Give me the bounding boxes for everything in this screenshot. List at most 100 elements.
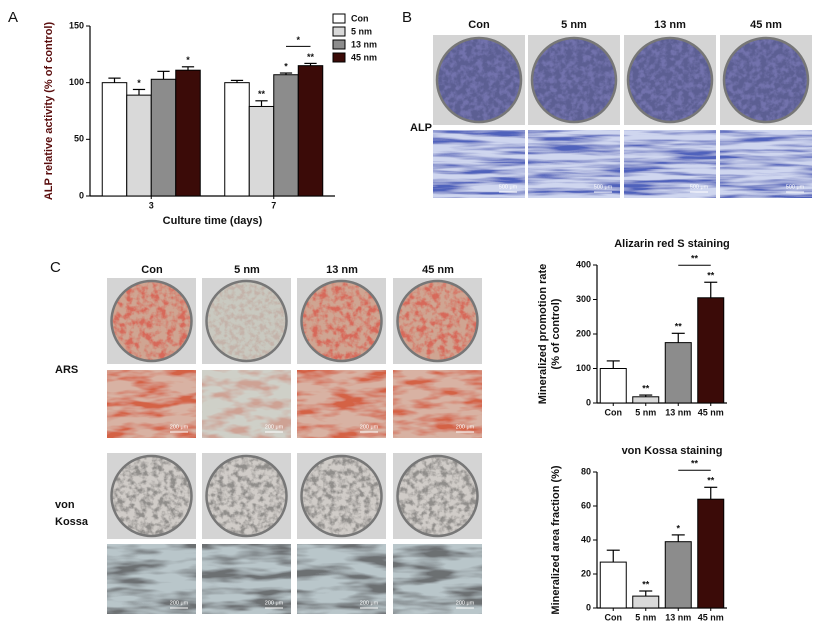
y-tick-label: 40 <box>581 534 591 544</box>
significance-label: * <box>137 78 141 88</box>
legend-swatch <box>332 52 346 63</box>
scale-bar-label: 200 μm <box>170 600 189 606</box>
scale-bar-label: 200 μm <box>360 600 379 606</box>
scale-bar-label: 500 μm <box>690 184 709 190</box>
legend-label: 45 nm <box>351 52 377 62</box>
significance-label: * <box>186 55 190 65</box>
well-rim <box>300 279 383 363</box>
row-label: ARS <box>55 364 78 376</box>
legend-swatch <box>332 39 346 50</box>
bar <box>126 94 152 197</box>
bar <box>175 69 201 197</box>
column-header: 5 nm <box>234 264 260 276</box>
x-tick-label: Con <box>605 612 623 622</box>
well-rim <box>110 279 193 363</box>
culture-well <box>397 456 478 536</box>
significance-label: ** <box>707 476 715 486</box>
legend-swatch <box>332 26 346 37</box>
well-rim <box>396 279 479 363</box>
bar <box>248 105 275 197</box>
legend-label: 5 nm <box>351 26 372 36</box>
x-tick-label: 3 <box>149 200 154 210</box>
x-tick-label: 13 nm <box>665 407 691 417</box>
y-tick-label: 0 <box>79 190 84 200</box>
panel-label: B <box>402 9 412 26</box>
micrograph <box>528 130 620 198</box>
column-header: Con <box>468 19 490 31</box>
culture-well <box>437 38 521 122</box>
bar <box>150 78 177 197</box>
comparison-label: * <box>296 35 300 45</box>
comparison-label: ** <box>691 254 699 264</box>
y-tick-label: 60 <box>581 500 591 510</box>
y-tick-label: 100 <box>576 363 591 373</box>
y-tick-label: 200 <box>576 328 591 338</box>
significance-label: ** <box>642 383 650 393</box>
legend-label: Con <box>351 13 369 23</box>
culture-well <box>206 281 287 361</box>
bar <box>664 342 692 404</box>
row-label: Kossa <box>55 516 89 528</box>
culture-well <box>301 281 382 361</box>
column-header: 45 nm <box>422 264 454 276</box>
legend-label: 13 nm <box>351 39 377 49</box>
column-header: 13 nm <box>326 264 358 276</box>
well-rim <box>205 279 288 363</box>
x-tick-label: 5 nm <box>635 612 656 622</box>
bar <box>632 595 660 609</box>
micrograph <box>393 370 482 438</box>
y-axis-label: Mineralized area fraction (%) <box>550 465 562 614</box>
micrograph <box>433 130 525 198</box>
significance-label: ** <box>675 322 683 332</box>
bar <box>632 396 660 404</box>
bar <box>599 368 627 404</box>
row-label: von <box>55 499 75 511</box>
scale-bar-label: 500 μm <box>499 184 518 190</box>
column-header: 5 nm <box>561 19 587 31</box>
x-axis-label: Culture time (days) <box>163 215 263 227</box>
scale-bar-label: 200 μm <box>360 424 379 430</box>
micrograph <box>107 370 196 438</box>
y-tick-label: 150 <box>69 20 84 30</box>
x-tick-label: 45 nm <box>698 612 724 622</box>
scale-bar-label: 500 μm <box>594 184 613 190</box>
x-tick-label: 45 nm <box>698 407 724 417</box>
y-tick-label: 50 <box>74 134 84 144</box>
bar <box>599 561 627 609</box>
scale-bar-label: 500 μm <box>786 184 805 190</box>
x-tick-label: 13 nm <box>665 612 691 622</box>
bar <box>697 297 725 404</box>
well-rim <box>205 454 288 538</box>
bar <box>697 498 725 609</box>
well-rim <box>626 36 714 124</box>
scale-bar-label: 200 μm <box>456 600 475 606</box>
well-rim <box>110 454 193 538</box>
x-tick-label: 5 nm <box>635 407 656 417</box>
y-tick-label: 400 <box>576 259 591 269</box>
culture-well <box>301 456 382 536</box>
y-tick-label: 20 <box>581 568 591 578</box>
micrograph <box>202 370 291 438</box>
scale-bar-label: 200 μm <box>265 600 284 606</box>
bar <box>664 541 692 609</box>
well-rim <box>396 454 479 538</box>
culture-well <box>397 281 478 361</box>
bar <box>273 74 299 197</box>
scale-bar-label: 200 μm <box>170 424 189 430</box>
y-tick-label: 0 <box>586 602 591 612</box>
y-tick-label: 80 <box>581 466 591 476</box>
culture-well <box>628 38 712 122</box>
significance-label: ** <box>307 52 315 62</box>
culture-well <box>111 281 192 361</box>
well-rim <box>722 36 810 124</box>
well-rim <box>530 36 618 124</box>
y-tick-label: 0 <box>586 397 591 407</box>
micrograph <box>297 370 386 438</box>
x-tick-label: Con <box>605 407 623 417</box>
micrograph <box>624 130 716 198</box>
micrograph <box>720 130 812 198</box>
culture-well <box>111 456 192 536</box>
y-axis-label: ALP relative activity (% of control) <box>43 22 55 201</box>
scale-bar-label: 200 μm <box>456 424 475 430</box>
